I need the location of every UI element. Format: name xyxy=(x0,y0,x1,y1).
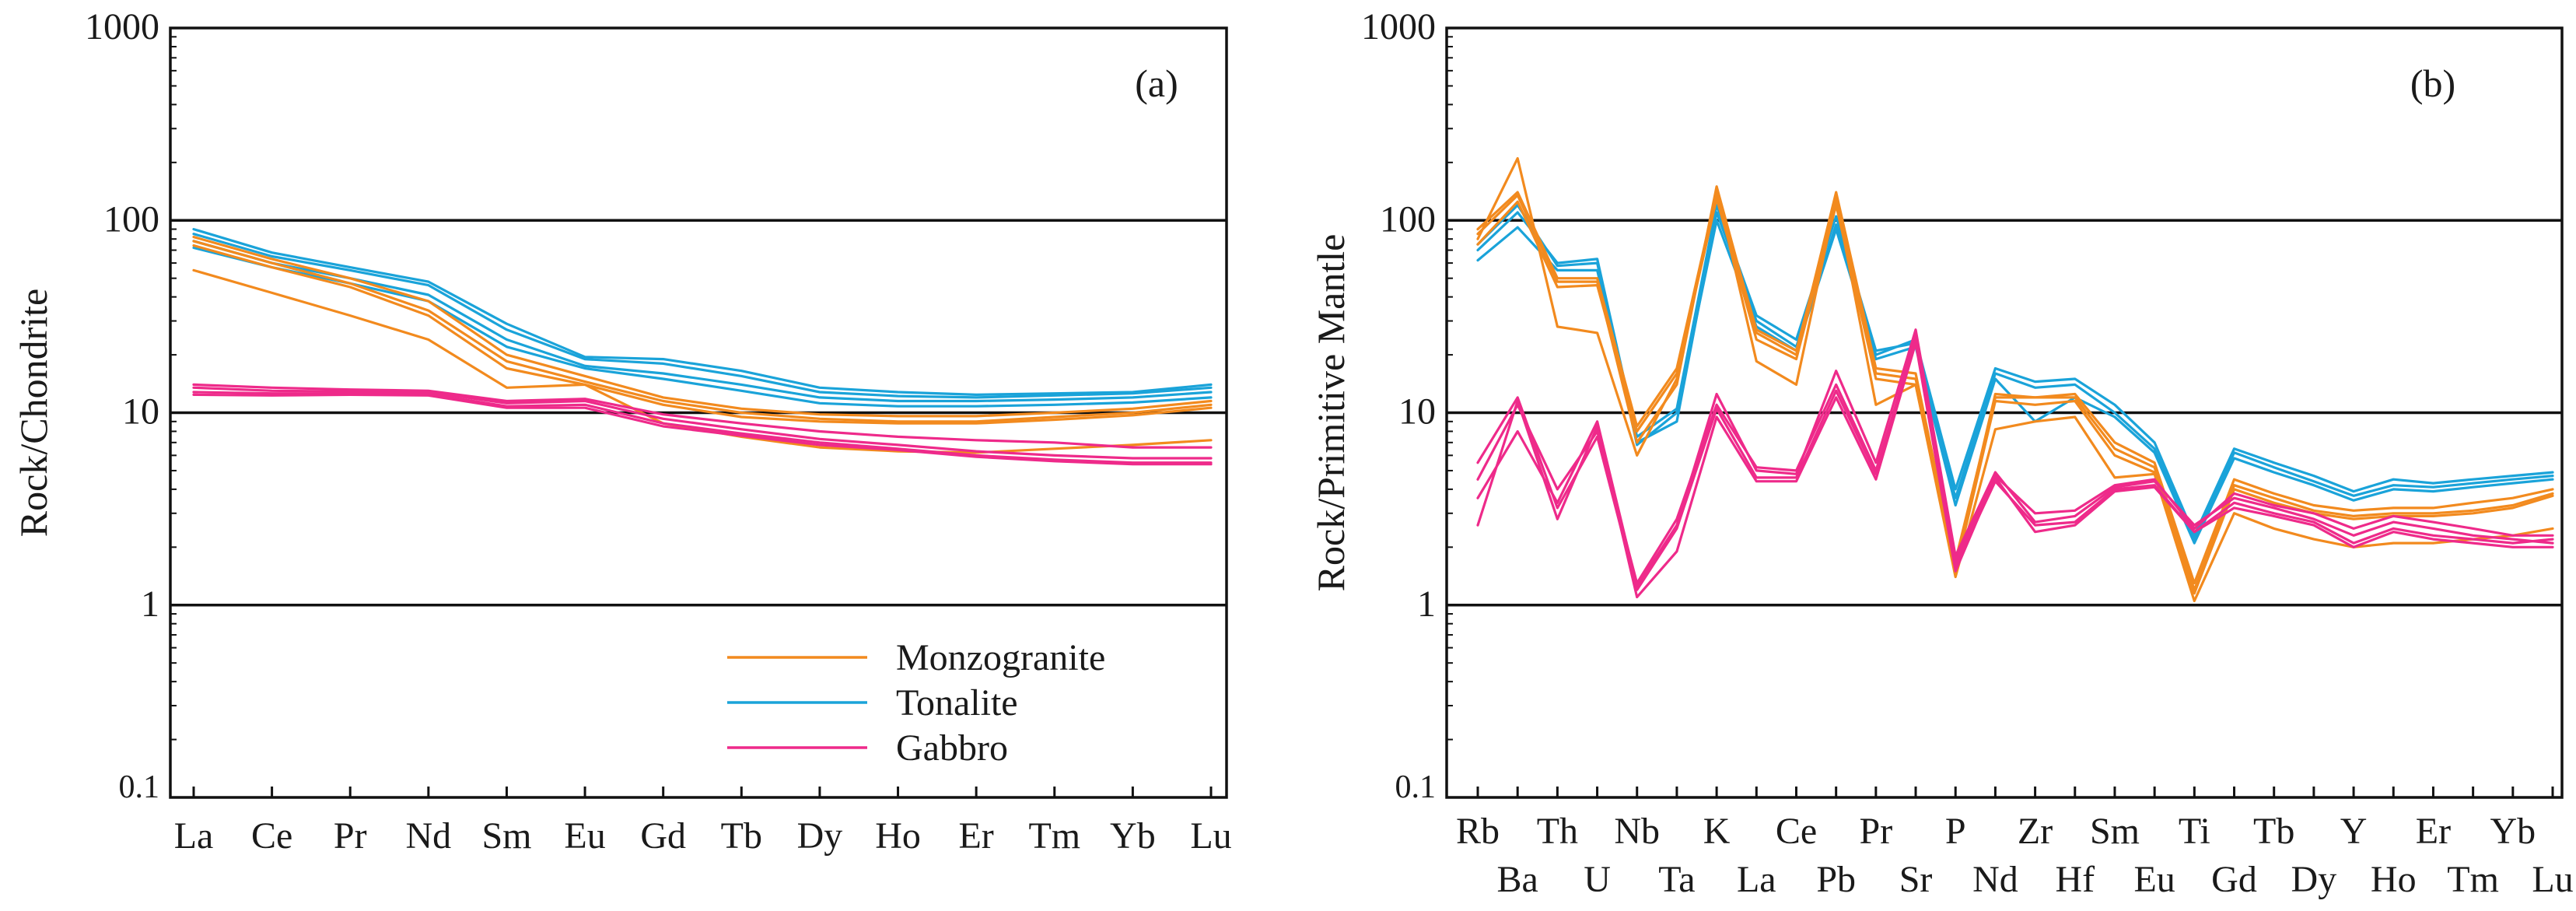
series-line-gabbro xyxy=(1476,328,2554,588)
y-axis-title: Rock/Primitive Mantle xyxy=(1309,234,1353,592)
x-tick-label: Tm xyxy=(2447,859,2499,900)
series-line-monzogranite xyxy=(1476,157,2554,603)
x-tick-label: Zr xyxy=(2018,811,2053,852)
series-line-gabbro xyxy=(192,383,1213,449)
series-line-monzogranite xyxy=(1476,185,2554,591)
x-tick-label: Pb xyxy=(1816,859,1856,900)
legend-label: Monzogranite xyxy=(896,637,1105,678)
panel-label: (a) xyxy=(1135,61,1178,105)
y-tick-label: 10 xyxy=(1398,391,1436,433)
x-tick-label: Tm xyxy=(1028,815,1080,857)
series-line-tonalite xyxy=(1476,204,2554,541)
x-tick-label: K xyxy=(1703,811,1731,852)
x-tick-label: Pr xyxy=(1860,811,1893,852)
series-line-tonalite xyxy=(192,228,1213,396)
y-tick-label: 1 xyxy=(141,583,159,625)
y-axis-title: Rock/Chondrite xyxy=(12,289,55,537)
x-tick-label: Gd xyxy=(640,815,686,857)
x-tick-label: Yb xyxy=(2490,811,2536,852)
x-tick-label: Er xyxy=(958,815,993,857)
x-tick-label: U xyxy=(1584,859,1611,900)
series-line-tonalite xyxy=(192,246,1213,408)
x-tick-label: Ce xyxy=(251,815,292,857)
series-line-gabbro xyxy=(192,386,1213,460)
x-tick-label: Hf xyxy=(2055,859,2095,900)
legend-label: Gabbro xyxy=(896,727,1008,769)
x-tick-label: Dy xyxy=(2291,859,2337,900)
x-tick-label: Lu xyxy=(2532,859,2573,900)
x-tick-label: Ba xyxy=(1497,859,1538,900)
series-line-tonalite xyxy=(1476,204,2554,545)
x-tick-label: Nd xyxy=(1972,859,2018,900)
y-tick-label: 0.1 xyxy=(1395,769,1437,805)
x-tick-label: Eu xyxy=(564,815,605,857)
x-tick-label: Sr xyxy=(1899,859,1933,900)
x-tick-label: Tb xyxy=(721,815,762,857)
panel-a: 0.1 1 10 100 1000 La Ce Pr Nd Sm Eu Gd Tb Dy Ho Er Tm Yb L… xyxy=(12,6,1232,857)
x-tick-label: Eu xyxy=(2133,859,2175,900)
y-tick-label: 100 xyxy=(1380,198,1436,240)
x-tick-label: Ho xyxy=(875,815,921,857)
series-line-monzogranite xyxy=(192,240,1213,423)
series-line-tonalite xyxy=(192,240,1213,403)
y-tick-label: 1000 xyxy=(85,6,159,47)
x-tick-label: Tb xyxy=(2253,811,2294,852)
x-tick-label: Ti xyxy=(2179,811,2210,852)
y-tick-label: 10 xyxy=(122,391,159,433)
x-tick-label: P xyxy=(1945,811,1966,852)
panel-label: (b) xyxy=(2410,61,2455,105)
x-tick-label: Rb xyxy=(1456,811,1500,852)
x-tick-label: Sm xyxy=(2090,811,2140,852)
series-line-monzogranite xyxy=(1476,197,2554,595)
x-tick-label: Th xyxy=(1537,811,1578,852)
series-line-tonalite xyxy=(192,233,1213,399)
x-tick-label: Sm xyxy=(481,815,531,857)
y-tick-label: 0.1 xyxy=(119,769,160,805)
series-line-gabbro xyxy=(192,393,1213,466)
series-line-monzogranite xyxy=(192,236,1213,418)
y-tick-label: 1000 xyxy=(1361,6,1436,47)
series-line-gabbro xyxy=(1476,338,2554,585)
x-tick-label: Nd xyxy=(406,815,452,857)
y-tick-label: 100 xyxy=(103,198,159,240)
x-tick-label: Gd xyxy=(2211,859,2257,900)
series-line-monzogranite xyxy=(1476,191,2554,585)
x-tick-label: Er xyxy=(2416,811,2451,852)
x-tick-label: Yb xyxy=(1110,815,1156,857)
series-line-gabbro xyxy=(192,391,1213,464)
legend-label: Tonalite xyxy=(896,682,1018,724)
x-tick-label: Ce xyxy=(1776,811,1817,852)
panel-b: 0.1 1 10 100 1000 Rb Th Nb K Ce Pr P Zr Sm Ti Tb Y Er Yb Ba… xyxy=(1309,6,2574,900)
series-line-monzogranite xyxy=(192,244,1213,425)
x-tick-label: Ho xyxy=(2371,859,2417,900)
series-line-gabbro xyxy=(1476,335,2554,591)
x-tick-label: Y xyxy=(2340,811,2368,852)
y-tick-label: 1 xyxy=(1417,583,1436,625)
x-tick-label: La xyxy=(1737,859,1776,900)
x-tick-label: Dy xyxy=(797,815,843,857)
x-tick-label: Pr xyxy=(334,815,367,857)
x-tick-label: Ta xyxy=(1658,859,1695,900)
x-tick-label: Nb xyxy=(1614,811,1660,852)
series-line-tonalite xyxy=(1476,211,2554,537)
x-tick-label: La xyxy=(174,815,214,857)
x-tick-label: Lu xyxy=(1190,815,1231,857)
